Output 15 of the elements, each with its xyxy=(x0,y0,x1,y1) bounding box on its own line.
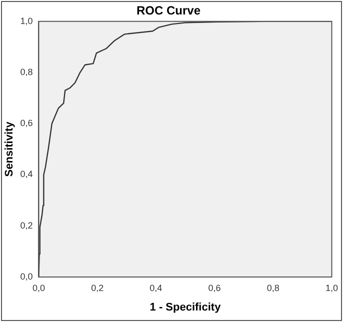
y-tick-label: 0,8 xyxy=(20,67,33,78)
y-tick-label: 1,0 xyxy=(20,16,33,26)
x-tick-label: 0,6 xyxy=(208,282,221,293)
y-tick-label: 0,4 xyxy=(20,169,33,180)
chart-title: ROC Curve xyxy=(136,4,201,18)
x-tick-label: 0,0 xyxy=(32,282,45,293)
x-tick-label: 0,8 xyxy=(266,282,280,293)
x-tick-label: 0,2 xyxy=(91,282,104,293)
y-tick-label: 0,6 xyxy=(20,118,33,128)
y-tick-label: 0,2 xyxy=(20,220,33,230)
y-axis-title: Sensitivity xyxy=(4,120,16,177)
x-axis-title: 1 - Specificity xyxy=(150,301,222,314)
x-tick-label: 0,4 xyxy=(150,282,162,293)
y-tick-label: 0,0 xyxy=(20,271,33,282)
x-tick-label: 1,0 xyxy=(325,282,338,293)
